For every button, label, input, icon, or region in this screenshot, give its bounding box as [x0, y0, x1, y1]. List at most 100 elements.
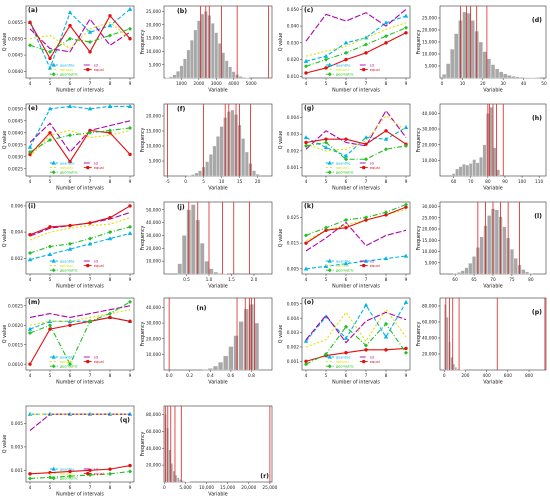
histogram-bar: [197, 20, 201, 79]
legend: quantile sd natural equal geometric: [49, 62, 104, 77]
histogram-bar: [205, 161, 210, 177]
x-tick-label: 4: [305, 277, 308, 283]
histogram-bar: [210, 23, 215, 79]
series-sd: [29, 305, 131, 319]
x-tick-label: 4: [29, 485, 32, 491]
y-tick-label: 40,000: [422, 336, 437, 342]
point-quantile: [47, 251, 53, 256]
panel-n: 10,000 20,000 30,000 40,000 0.0 0.2 0.4 0.6 0.8 V…: [140, 297, 273, 386]
y-tick-label: 10,000: [146, 259, 161, 265]
x-tick-label: 80: [485, 179, 491, 185]
y-tick-label: 40,000: [146, 446, 161, 452]
series-line-equal: [29, 205, 131, 236]
histogram-bar: [454, 33, 459, 79]
point-equal: [28, 472, 32, 476]
x-tick-label: 5: [325, 179, 328, 185]
series-natural: [29, 217, 131, 241]
point-geometric: [324, 57, 328, 62]
x-tick-label: 6: [69, 277, 72, 283]
histogram-bar: [503, 73, 508, 79]
legend-label-sd: sd: [370, 355, 374, 359]
x-tick-label: 20: [255, 179, 261, 185]
histogram-bar: [238, 76, 243, 79]
y-tick-label: 10,000: [146, 49, 161, 55]
y-tick-label: 0.0040: [8, 69, 23, 75]
legend-label-geometric: geometric: [336, 365, 354, 369]
panel-label: (b): [177, 8, 187, 15]
point-quantile: [303, 266, 309, 271]
x-tick-label: 65: [471, 277, 477, 283]
histogram-bar: [486, 58, 491, 79]
histogram-bar: [198, 170, 202, 177]
y-tick-label: 0.0050: [8, 106, 23, 112]
point-equal: [68, 223, 72, 228]
point-quantile: [27, 326, 33, 331]
y-axis-label: Frequency: [416, 225, 422, 250]
x-tick-label: 4: [305, 81, 308, 87]
x-tick-label: 6: [69, 485, 72, 491]
y-tick-label: 0.004: [287, 115, 300, 121]
x-tick-label: 7: [89, 485, 92, 491]
point-geometric: [48, 49, 52, 54]
histogram-bar: [515, 76, 520, 79]
series-geometric: [28, 26, 132, 54]
y-axis-label: Q value: [2, 325, 8, 343]
point-equal: [384, 213, 388, 217]
legend-label-equal: equal: [370, 68, 380, 72]
y-tick-label: 80,000: [422, 304, 437, 310]
y-tick-label: 0.005: [287, 301, 300, 307]
histogram-bar: [252, 170, 256, 177]
histogram-bar: [183, 481, 186, 483]
histogram-bar: [199, 243, 205, 275]
legend-marker-quantile: [51, 62, 56, 67]
y-tick-label: 0.001: [11, 468, 24, 474]
panel-label: (h): [532, 115, 542, 122]
x-tick-label: 7: [89, 81, 92, 87]
histogram-bar: [521, 269, 526, 275]
legend-label-geometric: geometric: [60, 477, 78, 481]
point-equal: [324, 228, 328, 232]
point-geometric: [384, 321, 388, 326]
series-natural: [29, 309, 131, 326]
point-geometric: [28, 476, 32, 481]
x-tick-label: 25,000: [262, 485, 277, 491]
legend-label-equal: equal: [370, 360, 380, 364]
point-equal: [108, 14, 112, 18]
histogram-bar: [479, 236, 484, 275]
point-quantile: [87, 106, 93, 111]
series-geometric: [304, 140, 408, 162]
series-equal: [304, 129, 408, 146]
point-equal: [108, 131, 112, 135]
panel-label: (g): [304, 105, 314, 112]
x-tick-label: 4: [29, 81, 32, 87]
histogram-bar: [186, 49, 191, 79]
series-equal: [304, 205, 408, 245]
point-geometric: [344, 324, 348, 329]
point-quantile: [107, 236, 113, 241]
histogram-bar: [525, 271, 529, 275]
point-equal: [364, 218, 368, 222]
point-equal: [28, 20, 32, 25]
series-line-quantile: [29, 105, 130, 148]
point-geometric: [48, 323, 52, 328]
x-tick-label: 4000: [228, 81, 239, 87]
legend-marker-geometric: [51, 170, 56, 175]
x-axis-label: Variable: [483, 88, 502, 94]
point-quantile: [67, 104, 73, 108]
y-tick-label: 0.030: [287, 40, 300, 46]
series-sd: [29, 413, 130, 431]
x-tick-label: 60: [451, 179, 457, 185]
y-tick-label: 20,000: [422, 142, 437, 148]
plot-frame: [25, 103, 135, 177]
y-tick-label: 0.0015: [8, 342, 23, 348]
point-equal: [304, 71, 308, 75]
y-tick-label: 10,000: [422, 158, 437, 164]
point-geometric: [364, 157, 368, 162]
point-equal: [88, 50, 92, 54]
histogram-bar: [213, 271, 219, 275]
y-tick-label: 0.0055: [8, 20, 23, 26]
point-equal: [48, 131, 52, 135]
panel-label: (i): [28, 203, 36, 210]
series-equal: [28, 14, 132, 61]
series-line-sd: [29, 120, 131, 153]
